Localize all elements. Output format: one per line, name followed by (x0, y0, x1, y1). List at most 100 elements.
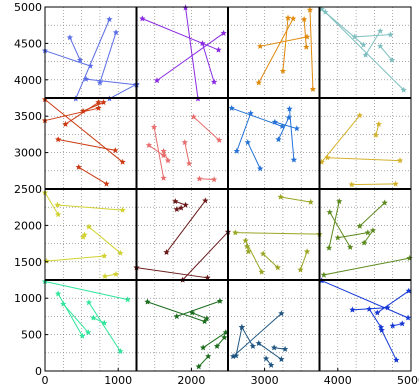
star-marker (393, 356, 400, 363)
y-axis-tick-labels: 0 500 1000 1500 2000 2500 3000 3500 4000 4500 5000 (14, 1, 48, 378)
series-segment (323, 257, 410, 276)
series-segment (201, 43, 215, 83)
star-marker (85, 299, 93, 306)
star-marker (79, 332, 86, 339)
star-marker (279, 67, 287, 74)
star-marker (262, 355, 270, 362)
star-marker (60, 300, 67, 307)
star-marker (244, 139, 251, 146)
series-segment (274, 121, 297, 130)
series-4 (318, 5, 407, 93)
star-marker (377, 27, 384, 34)
series-segment (262, 253, 279, 268)
star-marker (85, 329, 92, 336)
star-marker (378, 326, 385, 333)
series-segment (65, 101, 99, 125)
star-marker (232, 229, 239, 236)
star-marker (392, 180, 399, 187)
series-6 (145, 113, 223, 183)
star-marker (181, 139, 188, 146)
star-marker (54, 201, 61, 208)
series-7 (228, 104, 300, 172)
star-marker (300, 16, 308, 23)
star-marker (199, 40, 206, 47)
series-segment (57, 204, 123, 211)
star-marker (270, 344, 278, 351)
star-marker (233, 147, 240, 154)
series-segment (109, 83, 137, 100)
star-marker (405, 287, 412, 294)
star-marker (281, 345, 289, 352)
series-segment (321, 280, 409, 319)
series-segment (193, 116, 220, 141)
y-tick-label: 3000 (14, 147, 42, 160)
y-tick-label: 5000 (14, 1, 42, 14)
star-marker (90, 314, 97, 321)
star-marker (406, 254, 413, 261)
star-marker (381, 199, 388, 206)
star-marker (334, 234, 341, 241)
star-marker (139, 15, 146, 22)
star-marker (320, 271, 328, 278)
star-marker (396, 157, 404, 164)
star-marker (101, 273, 109, 280)
star-marker (326, 209, 333, 215)
star-marker (285, 114, 292, 121)
series-segment (260, 36, 308, 47)
series-segment (148, 144, 164, 156)
star-marker (145, 142, 153, 148)
star-marker (82, 75, 90, 82)
star-marker (347, 243, 354, 250)
star-marker (204, 274, 211, 281)
star-marker (278, 310, 285, 317)
star-marker (163, 249, 170, 256)
series-segment (328, 201, 340, 249)
star-marker (388, 56, 396, 63)
star-marker (255, 340, 262, 347)
series-segment (44, 280, 128, 301)
x-axis-tick-labels: 0 1000 2000 3000 4000 5000 (42, 368, 419, 387)
star-marker (257, 43, 264, 49)
star-marker (210, 78, 218, 85)
series-segment (69, 37, 81, 61)
panel-dividers (45, 7, 411, 371)
star-marker (112, 29, 120, 36)
star-marker (260, 250, 267, 257)
series-segment (321, 115, 361, 163)
star-marker (112, 147, 119, 154)
series-segment (247, 142, 261, 169)
x-tick-label: 3000 (251, 374, 279, 387)
star-marker (362, 51, 369, 58)
series-segment (337, 232, 368, 239)
series-segment (147, 301, 205, 322)
star-marker (389, 322, 396, 329)
star-marker (106, 16, 113, 23)
star-marker (153, 77, 161, 84)
series-segment (166, 200, 206, 253)
star-marker (160, 147, 167, 154)
series-segment (327, 157, 401, 162)
series-segment (78, 166, 107, 185)
star-marker (160, 174, 167, 181)
series-segment (44, 192, 59, 215)
star-marker (124, 296, 131, 303)
star-marker (75, 163, 82, 170)
star-marker (399, 320, 406, 327)
series-segment (288, 108, 295, 160)
star-marker (404, 314, 412, 321)
series-segment (46, 255, 105, 262)
series-segment (184, 142, 190, 164)
series-2 (139, 4, 227, 102)
star-marker (377, 324, 385, 330)
series-segment (365, 30, 381, 56)
series-segment (354, 34, 391, 38)
star-marker (117, 348, 124, 355)
star-marker (375, 120, 382, 127)
star-marker (245, 248, 252, 255)
star-marker (228, 104, 235, 111)
series-segment (325, 11, 405, 91)
series-segment (44, 50, 91, 67)
star-marker (62, 120, 69, 127)
star-marker (309, 85, 317, 92)
